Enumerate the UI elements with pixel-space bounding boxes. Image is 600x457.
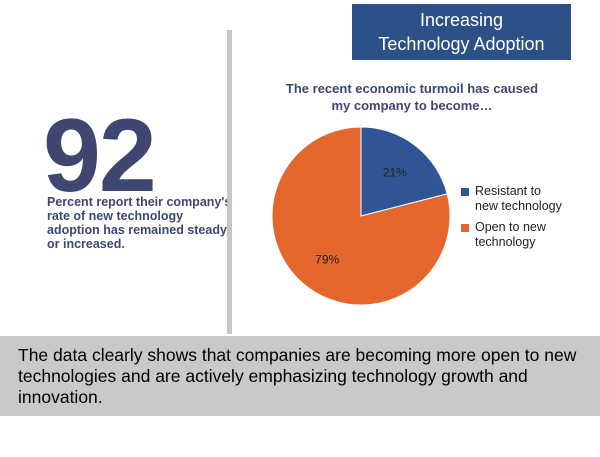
stat-description: Percent report their company's rate of n… bbox=[47, 195, 232, 251]
pie-label-open: 79% bbox=[315, 253, 339, 267]
banner-title-line2: Technology Adoption bbox=[378, 34, 545, 54]
legend-item-resistant: Resistant to new technology bbox=[461, 184, 562, 214]
legend-label-resistant-line2: new technology bbox=[475, 199, 562, 213]
legend-label-open: Open to new technology bbox=[475, 220, 546, 250]
stat-number: 92 bbox=[43, 98, 157, 214]
legend-swatch-resistant bbox=[461, 188, 469, 196]
chart-title-line2: my company to become… bbox=[331, 98, 493, 113]
chart-legend: Resistant to new technology Open to new … bbox=[461, 184, 562, 256]
pie-slice-resistant bbox=[360, 126, 448, 217]
legend-label-resistant: Resistant to new technology bbox=[475, 184, 562, 214]
pie-chart: 21% 79% bbox=[271, 126, 451, 306]
legend-label-resistant-line1: Resistant to bbox=[475, 184, 542, 198]
chart-title-line1: The recent economic turmoil has caused bbox=[285, 81, 539, 96]
legend-label-open-line2: technology bbox=[475, 235, 536, 249]
vertical-divider bbox=[227, 30, 232, 334]
legend-swatch-open bbox=[461, 224, 469, 232]
banner-title-line1: Increasing bbox=[419, 10, 504, 30]
legend-label-open-line1: Open to new bbox=[475, 220, 546, 234]
pie-slice-open bbox=[271, 126, 451, 306]
summary-text: The data clearly shows that companies ar… bbox=[18, 345, 577, 407]
chart-title: The recent economic turmoil has caused m… bbox=[262, 80, 562, 114]
summary-box: The data clearly shows that companies ar… bbox=[0, 336, 600, 416]
legend-item-open: Open to new technology bbox=[461, 220, 562, 250]
title-banner: Increasing Technology Adoption bbox=[352, 4, 571, 60]
pie-label-resistant: 21% bbox=[383, 165, 407, 179]
